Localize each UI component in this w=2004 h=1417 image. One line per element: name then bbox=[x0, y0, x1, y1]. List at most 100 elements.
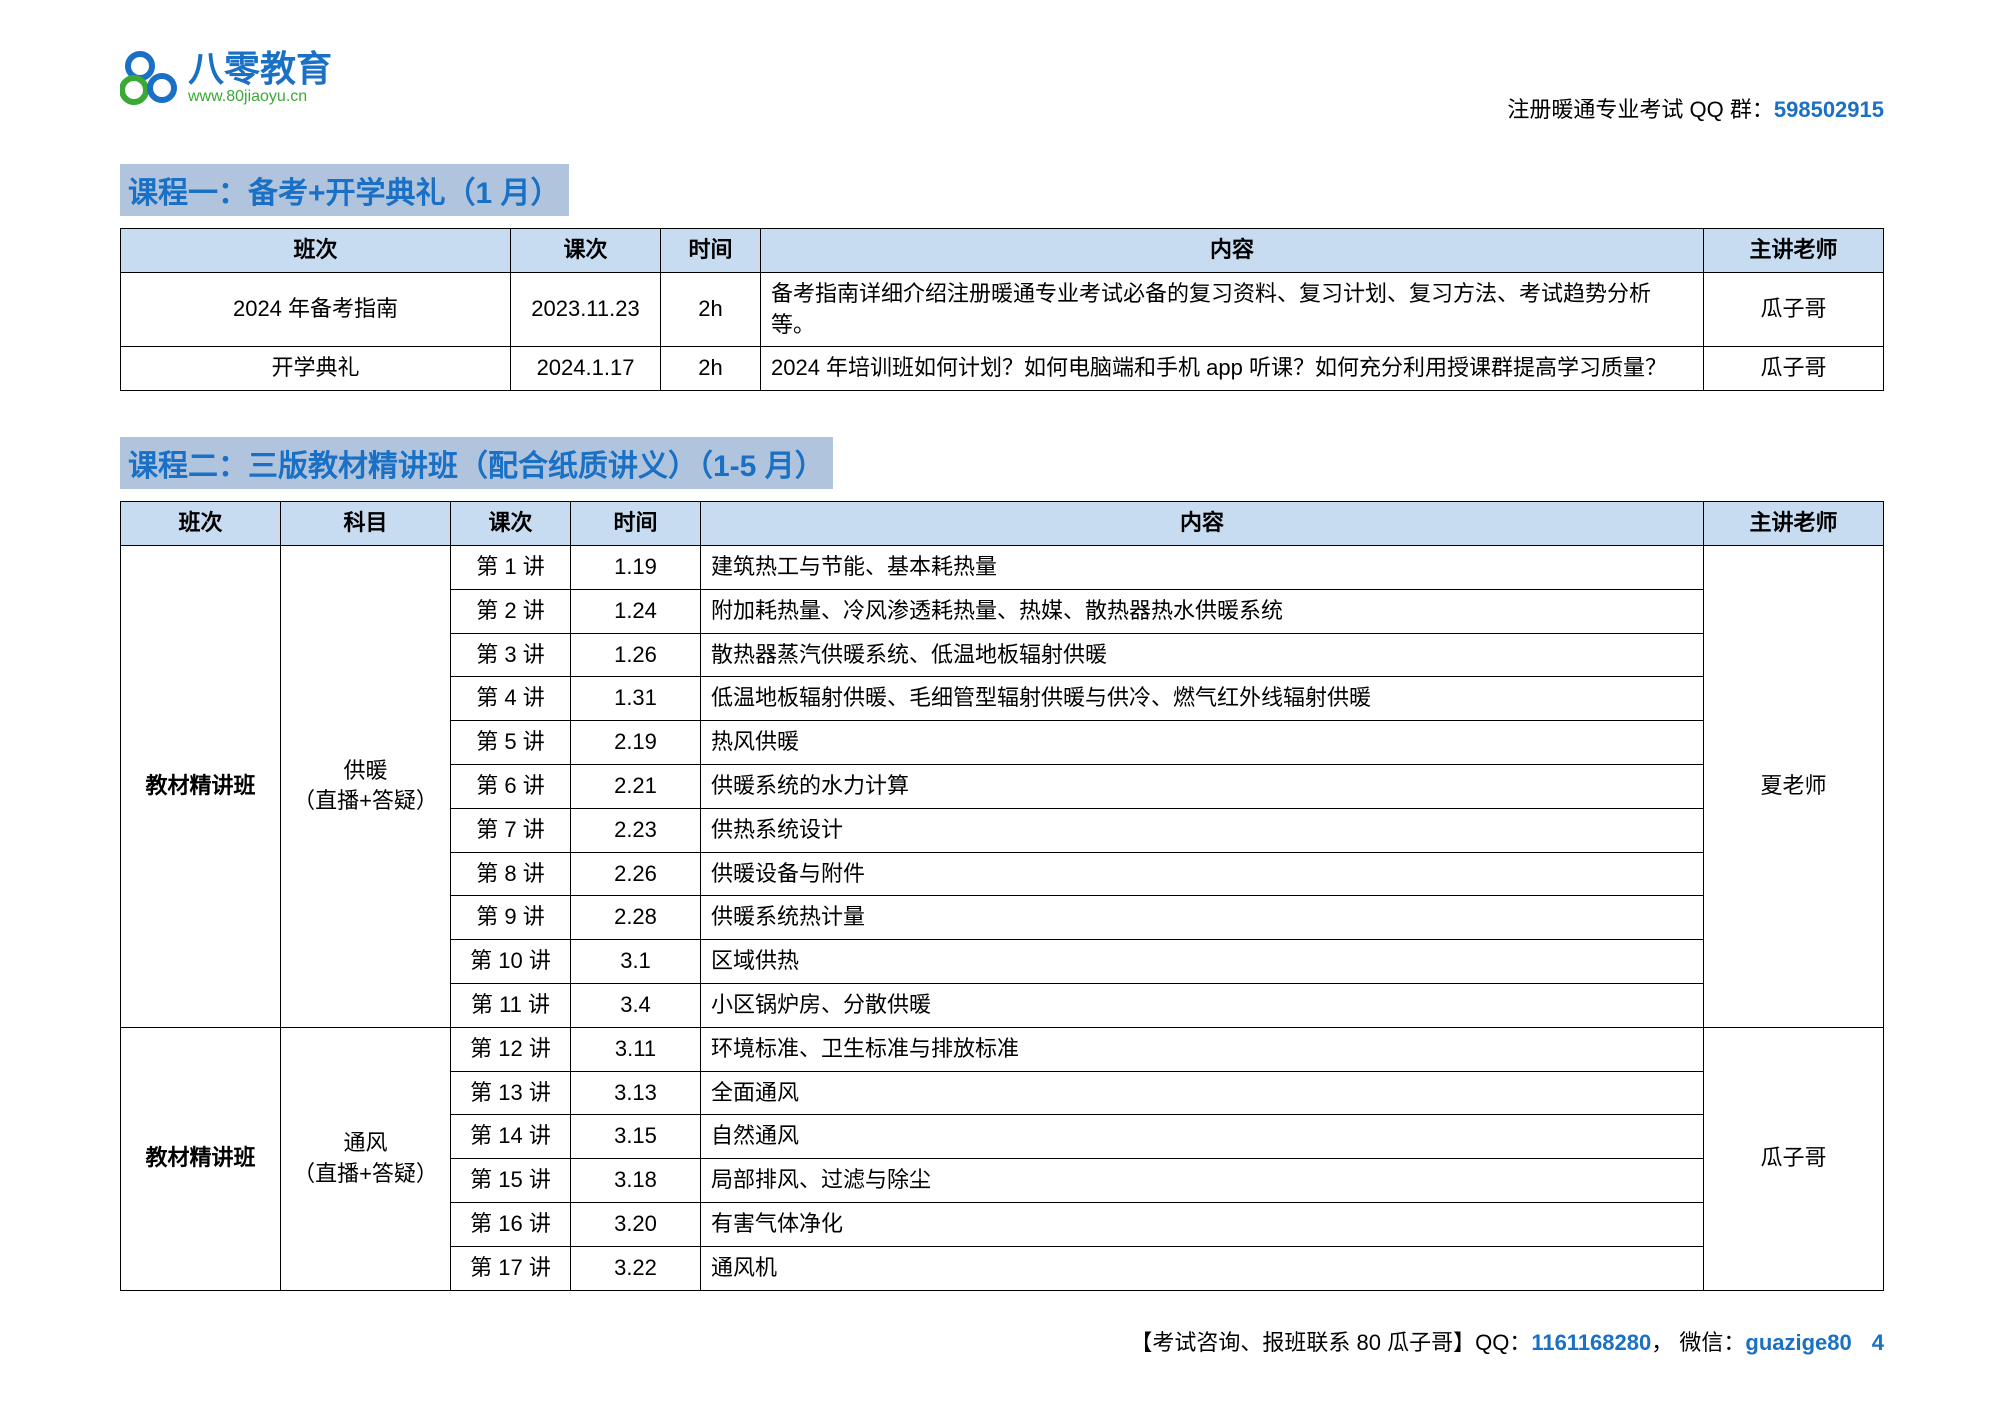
section2-title: 课程二：三版教材精讲班（配合纸质讲义）（1-5 月） bbox=[120, 437, 833, 489]
cell: 瓜子哥 bbox=[1704, 347, 1884, 391]
col-content: 内容 bbox=[761, 229, 1704, 273]
cell-teacher: 瓜子哥 bbox=[1704, 1027, 1884, 1290]
cell: 2.21 bbox=[571, 764, 701, 808]
cell: 供热系统设计 bbox=[701, 808, 1704, 852]
cell: 区域供热 bbox=[701, 940, 1704, 984]
cell: 通风机 bbox=[701, 1246, 1704, 1290]
cell: 供暖系统的水力计算 bbox=[701, 764, 1704, 808]
cell: 第 7 讲 bbox=[451, 808, 571, 852]
logo-icon bbox=[120, 50, 180, 106]
cell: 第 5 讲 bbox=[451, 721, 571, 765]
footer-wx-label: ， 微信： bbox=[1651, 1330, 1745, 1355]
cell: 第 15 讲 bbox=[451, 1159, 571, 1203]
cell: 2h bbox=[661, 347, 761, 391]
cell: 低温地板辐射供暖、毛细管型辐射供暖与供冷、燃气红外线辐射供暖 bbox=[701, 677, 1704, 721]
cell: 第 14 讲 bbox=[451, 1115, 571, 1159]
cell: 1.24 bbox=[571, 589, 701, 633]
col-teacher: 主讲老师 bbox=[1704, 502, 1884, 546]
table-header-row: 班次 课次 时间 内容 主讲老师 bbox=[121, 229, 1884, 273]
cell: 1.26 bbox=[571, 633, 701, 677]
table-row: 开学典礼 2024.1.17 2h 2024 年培训班如何计划？如何电脑端和手机… bbox=[121, 347, 1884, 391]
cell: 第 9 讲 bbox=[451, 896, 571, 940]
cell: 3.11 bbox=[571, 1027, 701, 1071]
brand-url: www.80jiaoyu.cn bbox=[188, 89, 332, 105]
cell: 第 6 讲 bbox=[451, 764, 571, 808]
cell: 供暖设备与附件 bbox=[701, 852, 1704, 896]
cell: 热风供暖 bbox=[701, 721, 1704, 765]
cell: 2.23 bbox=[571, 808, 701, 852]
col-time: 时间 bbox=[661, 229, 761, 273]
cell: 第 16 讲 bbox=[451, 1202, 571, 1246]
cell: 2023.11.23 bbox=[511, 272, 661, 347]
cell: 2024.1.17 bbox=[511, 347, 661, 391]
cell: 自然通风 bbox=[701, 1115, 1704, 1159]
table-section1: 班次 课次 时间 内容 主讲老师 2024 年备考指南 2023.11.23 2… bbox=[120, 228, 1884, 391]
cell: 1.31 bbox=[571, 677, 701, 721]
footer-prefix: 【考试咨询、报班联系 80 瓜子哥】QQ： bbox=[1130, 1330, 1531, 1355]
cell-class: 教材精讲班 bbox=[121, 545, 281, 1027]
cell: 全面通风 bbox=[701, 1071, 1704, 1115]
cell: 2.26 bbox=[571, 852, 701, 896]
cell-subject: 供暖 （直播+答疑） bbox=[281, 545, 451, 1027]
col-time: 时间 bbox=[571, 502, 701, 546]
col-content: 内容 bbox=[701, 502, 1704, 546]
cell: 第 4 讲 bbox=[451, 677, 571, 721]
footer-wx: guazige80 bbox=[1745, 1330, 1851, 1355]
cell: 第 11 讲 bbox=[451, 983, 571, 1027]
cell: 1.19 bbox=[571, 545, 701, 589]
cell: 备考指南详细介绍注册暖通专业考试必备的复习资料、复习计划、复习方法、考试趋势分析… bbox=[761, 272, 1704, 347]
table-header-row: 班次 科目 课次 时间 内容 主讲老师 bbox=[121, 502, 1884, 546]
cell-class: 教材精讲班 bbox=[121, 1027, 281, 1290]
cell: 瓜子哥 bbox=[1704, 272, 1884, 347]
cell: 3.13 bbox=[571, 1071, 701, 1115]
cell: 2h bbox=[661, 272, 761, 347]
cell: 3.15 bbox=[571, 1115, 701, 1159]
cell: 2.19 bbox=[571, 721, 701, 765]
cell: 第 17 讲 bbox=[451, 1246, 571, 1290]
table-row: 教材精讲班 供暖 （直播+答疑） 第 1 讲 1.19 建筑热工与节能、基本耗热… bbox=[121, 545, 1884, 589]
cell: 3.22 bbox=[571, 1246, 701, 1290]
cell: 散热器蒸汽供暖系统、低温地板辐射供暖 bbox=[701, 633, 1704, 677]
cell: 第 12 讲 bbox=[451, 1027, 571, 1071]
cell: 开学典礼 bbox=[121, 347, 511, 391]
cell: 第 13 讲 bbox=[451, 1071, 571, 1115]
cell-subject: 通风 （直播+答疑） bbox=[281, 1027, 451, 1290]
cell: 附加耗热量、冷风渗透耗热量、热媒、散热器热水供暖系统 bbox=[701, 589, 1704, 633]
table-row: 教材精讲班 通风 （直播+答疑） 第 12 讲 3.11 环境标准、卫生标准与排… bbox=[121, 1027, 1884, 1071]
cell: 2.28 bbox=[571, 896, 701, 940]
qq-group-info: 注册暖通专业考试 QQ 群：598502915 bbox=[1507, 92, 1884, 124]
cell: 2024 年备考指南 bbox=[121, 272, 511, 347]
cell: 有害气体净化 bbox=[701, 1202, 1704, 1246]
brand-logo: 八零教育 www.80jiaoyu.cn bbox=[120, 50, 332, 106]
cell: 小区锅炉房、分散供暖 bbox=[701, 983, 1704, 1027]
col-class: 班次 bbox=[121, 502, 281, 546]
cell: 第 2 讲 bbox=[451, 589, 571, 633]
cell: 供暖系统热计量 bbox=[701, 896, 1704, 940]
page-number: 4 bbox=[1872, 1330, 1884, 1355]
cell: 第 3 讲 bbox=[451, 633, 571, 677]
col-lesson: 课次 bbox=[511, 229, 661, 273]
qq-group-label: 注册暖通专业考试 QQ 群： bbox=[1507, 97, 1773, 122]
section1-title: 课程一：备考+开学典礼（1 月） bbox=[120, 164, 569, 216]
cell: 建筑热工与节能、基本耗热量 bbox=[701, 545, 1704, 589]
cell-teacher: 夏老师 bbox=[1704, 545, 1884, 1027]
page-footer: 【考试咨询、报班联系 80 瓜子哥】QQ：1161168280， 微信：guaz… bbox=[1130, 1325, 1884, 1357]
page-header: 八零教育 www.80jiaoyu.cn 注册暖通专业考试 QQ 群：59850… bbox=[120, 50, 1884, 124]
table-row: 2024 年备考指南 2023.11.23 2h 备考指南详细介绍注册暖通专业考… bbox=[121, 272, 1884, 347]
qq-group-number: 598502915 bbox=[1774, 97, 1884, 122]
col-class: 班次 bbox=[121, 229, 511, 273]
col-subject: 科目 bbox=[281, 502, 451, 546]
cell: 3.20 bbox=[571, 1202, 701, 1246]
footer-qq: 1161168280 bbox=[1531, 1330, 1651, 1355]
cell: 第 8 讲 bbox=[451, 852, 571, 896]
brand-name: 八零教育 bbox=[188, 51, 332, 87]
cell: 环境标准、卫生标准与排放标准 bbox=[701, 1027, 1704, 1071]
cell: 2024 年培训班如何计划？如何电脑端和手机 app 听课？如何充分利用授课群提… bbox=[761, 347, 1704, 391]
col-teacher: 主讲老师 bbox=[1704, 229, 1884, 273]
cell: 3.1 bbox=[571, 940, 701, 984]
cell: 3.18 bbox=[571, 1159, 701, 1203]
table-section2: 班次 科目 课次 时间 内容 主讲老师 教材精讲班 供暖 （直播+答疑） 第 1… bbox=[120, 501, 1884, 1290]
col-lesson: 课次 bbox=[451, 502, 571, 546]
cell: 3.4 bbox=[571, 983, 701, 1027]
cell: 第 10 讲 bbox=[451, 940, 571, 984]
